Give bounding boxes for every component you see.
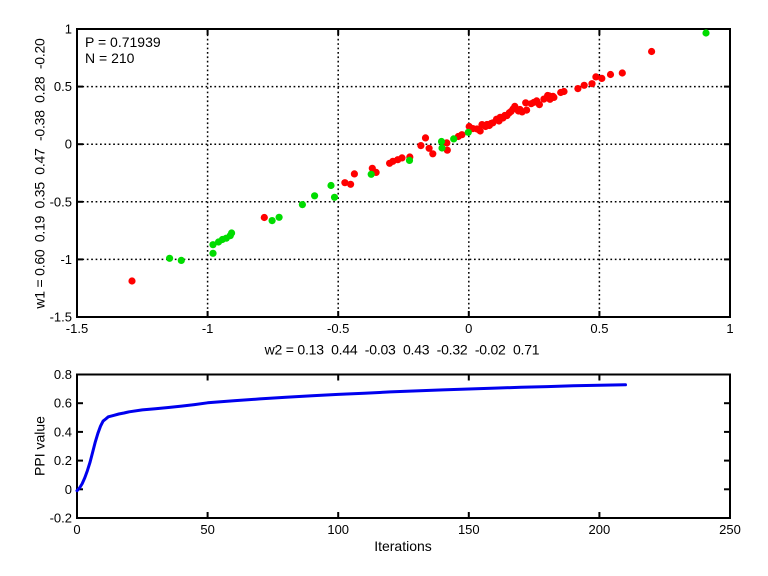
svg-text:-1.5: -1.5	[50, 310, 72, 325]
svg-text:N = 210: N = 210	[85, 50, 135, 66]
svg-text:-0.2: -0.2	[50, 511, 72, 526]
svg-text:0: 0	[73, 522, 80, 537]
svg-text:200: 200	[589, 522, 611, 537]
svg-text:-1.5: -1.5	[66, 321, 88, 336]
svg-text:0: 0	[465, 321, 472, 336]
svg-text:250: 250	[719, 522, 741, 537]
svg-text:w1 = 0.60 0.19 0.35 0.47 -: w1 = 0.60 0.19 0.35 0.47 -0.38 0.28 -0.2…	[32, 38, 48, 310]
svg-text:1: 1	[726, 321, 733, 336]
svg-text:0.8: 0.8	[54, 367, 72, 382]
svg-text:0: 0	[65, 482, 72, 497]
svg-text:-1: -1	[60, 252, 72, 267]
svg-text:0.6: 0.6	[54, 396, 72, 411]
svg-text:0.4: 0.4	[54, 424, 72, 439]
svg-text:0.5: 0.5	[54, 79, 72, 94]
svg-text:1: 1	[65, 22, 72, 37]
svg-text:0.5: 0.5	[590, 321, 608, 336]
svg-text:-0.5: -0.5	[327, 321, 349, 336]
svg-text:Iterations: Iterations	[374, 538, 432, 554]
svg-text:0: 0	[65, 137, 72, 152]
svg-text:50: 50	[200, 522, 214, 537]
svg-text:-1: -1	[202, 321, 214, 336]
svg-text:100: 100	[327, 522, 349, 537]
svg-text:w2 = 0.13 0.44 -0.03 0.43: w2 = 0.13 0.44 -0.03 0.43 -0.32 -0.02 0.…	[264, 342, 540, 358]
svg-text:0.2: 0.2	[54, 453, 72, 468]
svg-text:PPI value: PPI value	[32, 416, 48, 476]
svg-text:150: 150	[458, 522, 480, 537]
svg-text:P = 0.71939: P = 0.71939	[85, 34, 161, 50]
svg-text:-0.5: -0.5	[50, 194, 72, 209]
